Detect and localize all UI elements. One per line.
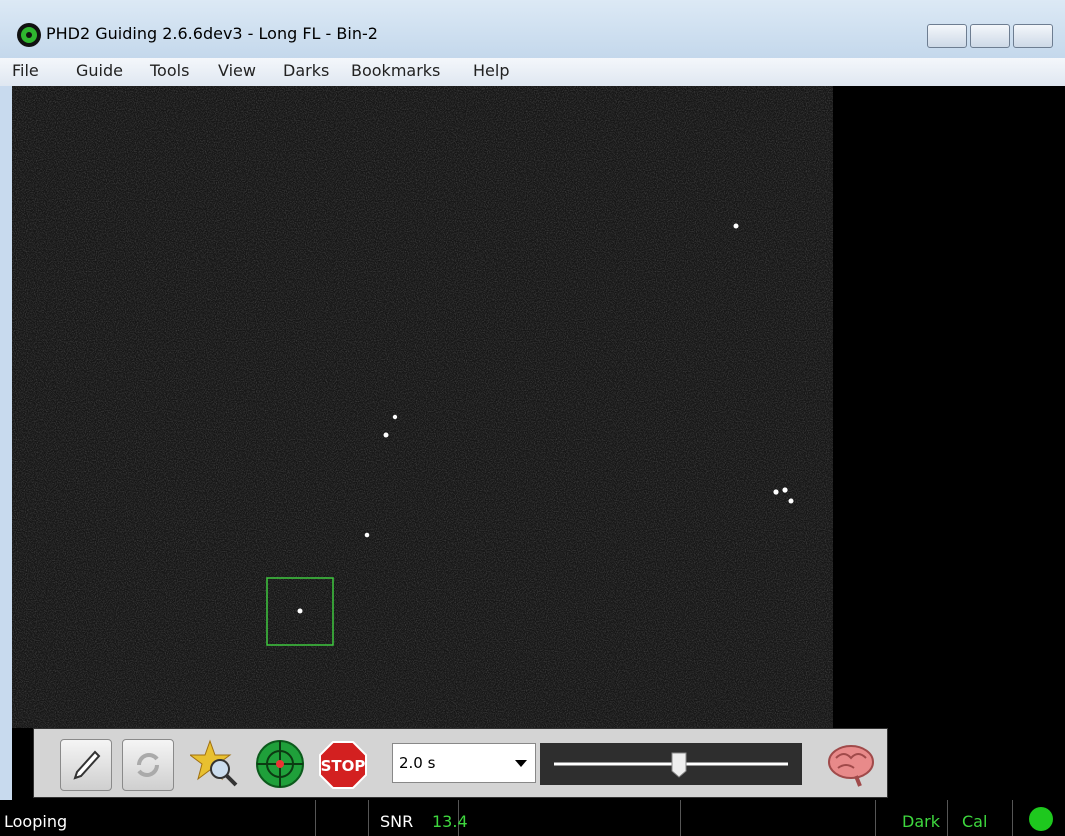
cal-indicator: Cal (962, 812, 987, 831)
status-separator (1012, 800, 1013, 836)
window-title: PHD2 Guiding 2.6.6dev3 - Long FL - Bin-2 (46, 24, 378, 43)
snr-label: SNR (380, 812, 413, 831)
dark-indicator: Dark (902, 812, 940, 831)
guide-button[interactable] (254, 738, 306, 790)
menu-item[interactable]: Bookmarks (351, 61, 440, 80)
gamma-slider[interactable] (540, 743, 802, 785)
menu-item[interactable]: Help (473, 61, 509, 80)
exposure-value: 2.0 s (399, 754, 435, 772)
app-icon (16, 22, 42, 48)
menu-item[interactable]: View (218, 61, 256, 80)
status-separator (875, 800, 876, 836)
stop-button[interactable]: STOP (318, 740, 368, 790)
stop-label: STOP (321, 757, 366, 775)
page: {"window": {"title": "PHD2 Guiding 2.6.6… (0, 0, 1065, 836)
status-separator (368, 800, 369, 836)
connection-indicator (1028, 806, 1054, 832)
status-separator (680, 800, 681, 836)
window-border (0, 86, 12, 800)
maximize-button[interactable] (970, 24, 1010, 48)
menu-item[interactable]: Guide (76, 61, 123, 80)
brain-button[interactable] (826, 740, 876, 788)
close-button[interactable] (1013, 24, 1053, 48)
menu-item[interactable]: Darks (283, 61, 329, 80)
star-image (12, 86, 833, 728)
phd2-window: PHD2 Guiding 2.6.6dev3 - Long FL - Bin-2… (0, 0, 1065, 836)
exposure-dropdown[interactable]: 2.0 s (392, 743, 536, 783)
snr-value: 13.4 (432, 812, 468, 831)
loop-button[interactable] (122, 739, 174, 791)
menu-item[interactable]: Tools (150, 61, 189, 80)
menu-item[interactable]: File (12, 61, 39, 80)
status-separator (315, 800, 316, 836)
status-separator (947, 800, 948, 836)
status-state: Looping (4, 812, 67, 831)
auto-select-star-button[interactable] (190, 737, 240, 791)
minimize-button[interactable] (927, 24, 967, 48)
connect-button[interactable] (60, 739, 112, 791)
